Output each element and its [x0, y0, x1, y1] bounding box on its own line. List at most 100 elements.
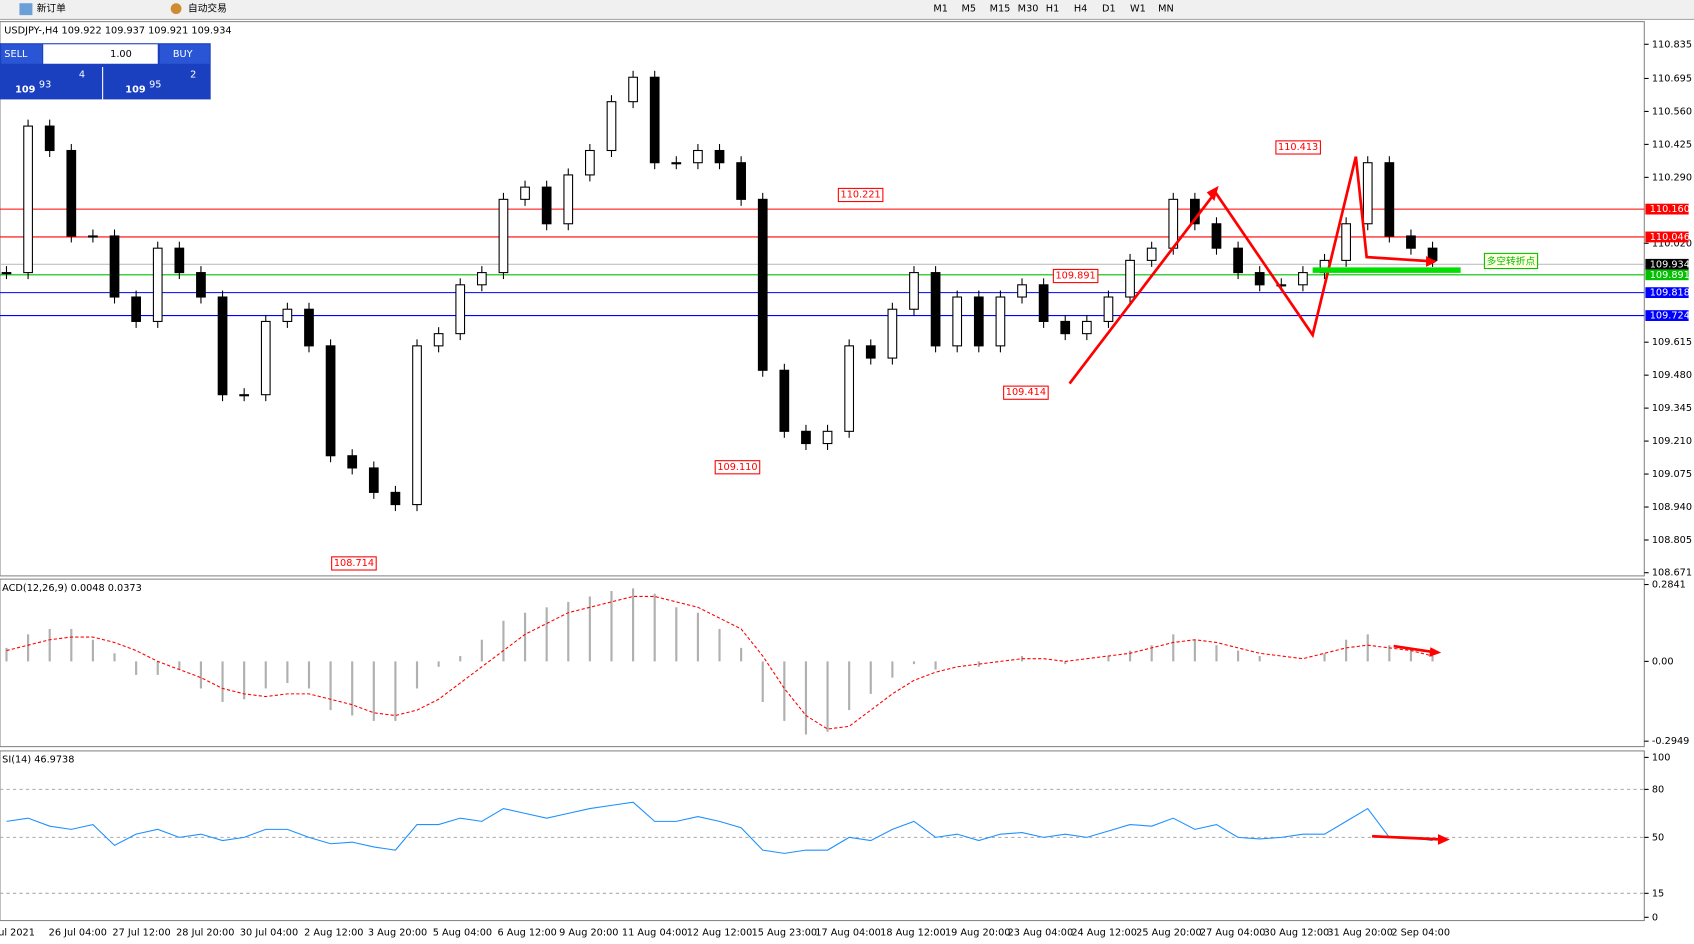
ask-main: 95	[149, 79, 161, 90]
bid-sup: 4	[79, 70, 85, 81]
candle-body	[649, 76, 660, 164]
price-annotation: 110.413	[1278, 142, 1318, 153]
candle-body	[887, 308, 898, 359]
date-label: 24 Aug 12:00	[1071, 927, 1137, 938]
y-tick-label: 110.020	[1652, 238, 1692, 249]
timeframe-button[interactable]: H4	[1074, 4, 1087, 15]
y-tick-label: 109.345	[1652, 403, 1692, 414]
candle-body	[822, 430, 833, 445]
timeframe-button[interactable]: M1	[933, 4, 948, 15]
candle-body	[455, 284, 466, 335]
new-order-icon[interactable]	[19, 3, 33, 16]
y-tick-label: 110.560	[1652, 106, 1692, 117]
date-label: 23 Aug 04:00	[1008, 927, 1074, 938]
candle-body	[736, 162, 746, 200]
y-tick-label: 50	[1652, 832, 1664, 843]
candle-body	[1017, 284, 1027, 298]
candle-body	[23, 125, 33, 274]
lots-value[interactable]: 1.00	[110, 49, 132, 60]
trade-panel: SELL 1.00 BUY 109 93 4 109 95 2	[0, 43, 211, 100]
candle-body	[88, 235, 98, 238]
candle-body	[995, 296, 1006, 347]
zigzag-annotation	[1068, 156, 1435, 385]
candle-body	[390, 491, 401, 506]
candle-body	[412, 345, 422, 506]
macd-panel	[0, 578, 1645, 748]
sell-button[interactable]	[1, 44, 43, 64]
auto-trade-button[interactable]: 自动交易	[188, 2, 227, 15]
candle-body	[476, 272, 487, 286]
buy-button[interactable]	[159, 44, 210, 64]
timeframe-button[interactable]: M30	[1018, 4, 1039, 15]
y-tick-label: 109.480	[1652, 370, 1692, 381]
date-label: 19 Aug 20:00	[945, 927, 1011, 938]
arrow-head	[1426, 256, 1437, 267]
y-tick-label: 100	[1652, 752, 1671, 763]
lots-input[interactable]	[43, 44, 158, 64]
date-label: 30 Aug 12:00	[1264, 927, 1330, 938]
price-level-tag	[1645, 258, 1689, 270]
date-label: Jul 2021	[0, 927, 35, 938]
date-label: 9 Aug 20:00	[559, 927, 618, 938]
y-tick-label: 109.615	[1652, 337, 1692, 348]
candle-body	[109, 235, 120, 298]
new-order-button[interactable]: 新订单	[37, 2, 66, 15]
candle-body	[174, 247, 185, 274]
date-label: 27 Jul 12:00	[112, 927, 170, 938]
auto-trade-icon[interactable]	[170, 3, 182, 15]
timeframe-button[interactable]: M15	[990, 4, 1011, 15]
price-level-tag	[1645, 231, 1689, 243]
timeframe-button[interactable]: H1	[1046, 4, 1059, 15]
buy-label[interactable]: BUY	[173, 49, 193, 60]
price-level-label: 110.046	[1650, 232, 1690, 243]
candle-body	[779, 369, 790, 432]
candle-body	[585, 149, 595, 176]
candle-body	[952, 296, 963, 347]
price-level-tag	[1645, 287, 1689, 299]
candle-body	[282, 308, 293, 322]
y-tick-label: 110.290	[1652, 172, 1692, 183]
date-label: 17 Aug 04:00	[815, 927, 881, 938]
candle-body	[1362, 162, 1373, 225]
date-label: 30 Jul 04:00	[240, 927, 298, 938]
annotation-box	[331, 556, 377, 571]
timeframe-button[interactable]: MN	[1158, 4, 1174, 15]
candle-body	[606, 101, 617, 152]
timeframe-button[interactable]: D1	[1102, 4, 1116, 15]
rsi-panel	[0, 750, 1645, 922]
y-tick-label: 108.805	[1652, 535, 1692, 546]
candle-body	[865, 345, 876, 359]
candle-body	[1384, 162, 1395, 237]
date-label: 5 Aug 04:00	[433, 927, 492, 938]
candle-body	[196, 272, 206, 298]
timeframe-button[interactable]: M5	[962, 4, 977, 15]
timeframe-button[interactable]: W1	[1130, 4, 1146, 15]
y-tick-label: 108.940	[1652, 502, 1692, 513]
price-level-label: 109.934	[1650, 259, 1690, 270]
date-label: 28 Jul 20:00	[176, 927, 234, 938]
date-label: 18 Aug 12:00	[880, 927, 946, 938]
candle-body	[1276, 284, 1287, 287]
candle-body	[498, 198, 509, 274]
macd-arrow	[1393, 644, 1438, 654]
date-label: 2 Sep 04:00	[1391, 927, 1450, 938]
candle-body	[217, 296, 228, 396]
annotation-box	[1483, 252, 1539, 270]
y-tick-label: 0	[1652, 912, 1658, 923]
sell-label[interactable]: SELL	[4, 49, 28, 60]
candle-body	[1341, 223, 1351, 261]
candle-body	[671, 162, 682, 165]
y-tick-label: 108.671	[1652, 568, 1692, 579]
y-tick-label: 109.210	[1652, 436, 1692, 447]
candle-body	[1125, 259, 1135, 298]
turning-point-label: 多空转折点	[1487, 254, 1536, 267]
candle-body	[1081, 320, 1092, 335]
price-level-label: 109.724	[1650, 311, 1690, 322]
y-tick-label: 110.425	[1652, 139, 1692, 150]
candle-body	[239, 394, 250, 397]
date-label: 25 Aug 20:00	[1136, 927, 1202, 938]
y-tick-label: -0.2949	[1652, 736, 1690, 747]
price-annotation: 108.714	[334, 558, 374, 569]
rsi-line	[6, 801, 1433, 854]
